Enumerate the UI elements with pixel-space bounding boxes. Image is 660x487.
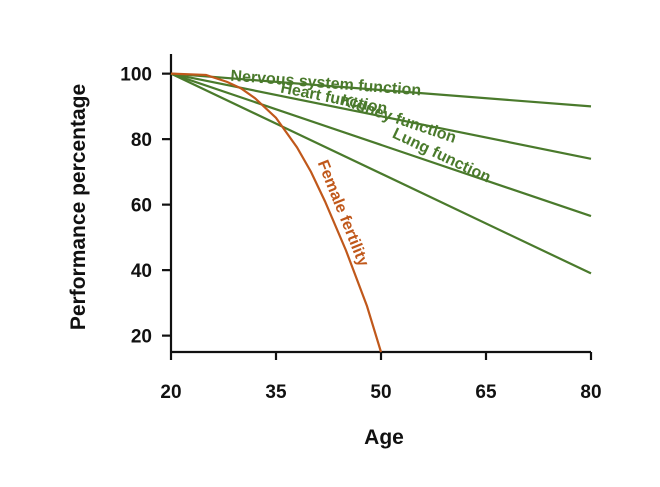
series-label-5: Female fertility [314, 158, 372, 269]
series-line-4 [170, 72, 592, 275]
ticks: 20 35 50 65 80 20 40 60 80 100 [120, 65, 601, 403]
series-line-3 [170, 72, 592, 218]
series-lines [170, 72, 592, 353]
x-tick-label: 65 [475, 382, 497, 403]
y-tick-label: 20 [131, 327, 152, 348]
x-tick-label: 20 [160, 382, 181, 403]
x-axis-title: Age [364, 426, 404, 449]
x-tick-label: 80 [580, 382, 601, 403]
y-tick-label: 100 [120, 65, 152, 86]
series-line-1 [170, 72, 592, 108]
y-tick-label: 80 [131, 130, 152, 151]
y-tick-label: 60 [131, 196, 152, 217]
series-line-5 [170, 72, 383, 353]
y-tick-label: 40 [131, 261, 152, 282]
y-axis-title: Performance percentage [67, 84, 90, 330]
x-tick-label: 50 [370, 382, 391, 403]
x-tick-label: 35 [265, 382, 287, 403]
